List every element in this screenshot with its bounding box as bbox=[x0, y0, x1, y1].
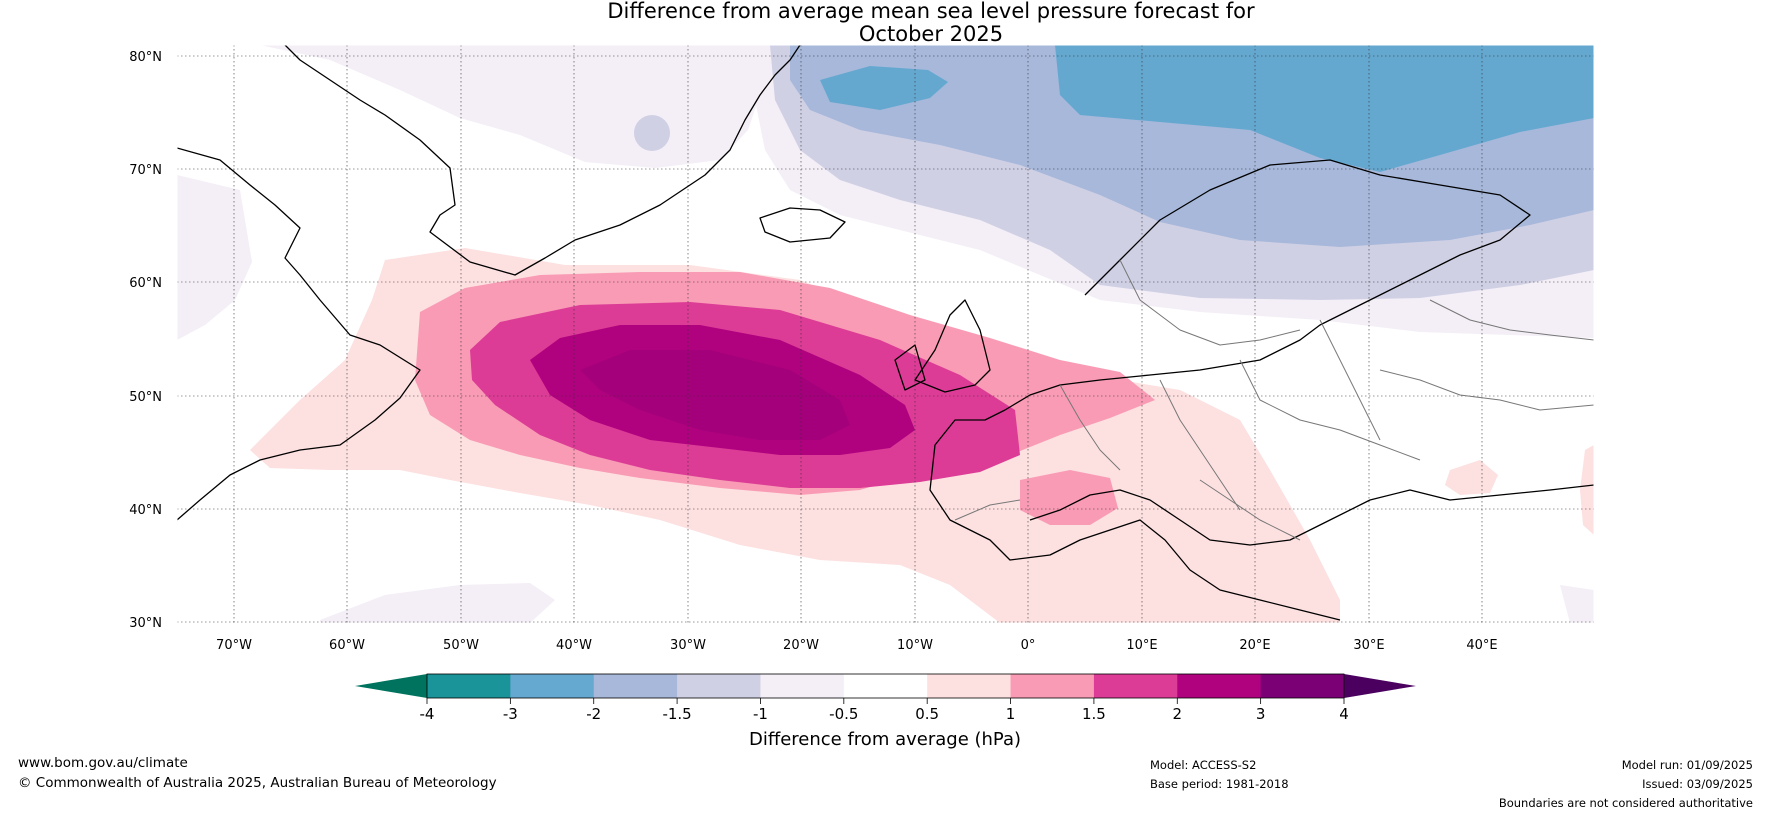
coastlines bbox=[177, 45, 1594, 621]
anomaly-region-plus-half-edge bbox=[1580, 445, 1594, 535]
latitude-labels: 30°N 40°N 50°N 60°N 70°N 80°N bbox=[129, 50, 162, 631]
model-name: Model: ACCESS-S2 bbox=[1150, 758, 1257, 772]
colorbar-tick-label: 2 bbox=[1172, 705, 1182, 723]
latitude-label: 80°N bbox=[129, 50, 162, 65]
longitude-label: 10°E bbox=[1126, 638, 1157, 653]
anomaly-region-minus-half-se bbox=[1560, 585, 1594, 623]
anomaly-region-plus-one-med bbox=[1020, 470, 1118, 525]
anomaly-region-minus-three bbox=[1055, 45, 1594, 172]
longitude-label: 40°W bbox=[556, 638, 592, 653]
british-isles-coast bbox=[894, 299, 991, 393]
colorbar-swatch bbox=[1260, 674, 1345, 698]
colorbar-tick-label: -3 bbox=[503, 705, 518, 723]
colorbar-label: Difference from average (hPa) bbox=[749, 729, 1021, 750]
colorbar-tick-label: -2 bbox=[586, 705, 601, 723]
latitude-label: 60°N bbox=[129, 276, 162, 291]
anomaly-blob-small bbox=[634, 115, 670, 151]
colorbar-max-extension bbox=[1344, 674, 1416, 698]
latitude-label: 40°N bbox=[129, 503, 162, 518]
website-link[interactable]: www.bom.gov.au/climate bbox=[18, 755, 188, 771]
colorbar-tick-label: -4 bbox=[420, 705, 435, 723]
anomaly-blob-northeast bbox=[820, 66, 948, 110]
colorbar: -4 -3 -2 -1.5 -1 -0.5 0.5 1 1.5 2 3 4 Difference fr… bbox=[355, 673, 1416, 750]
colorbar-tick-label: 1 bbox=[1006, 705, 1016, 723]
colorbar-swatch bbox=[1093, 674, 1178, 698]
issued-date: Issued: 03/09/2025 bbox=[1642, 777, 1753, 791]
anomaly-region-minus-half bbox=[177, 45, 765, 168]
longitude-label: 60°W bbox=[329, 638, 365, 653]
longitude-label: 70°W bbox=[216, 638, 252, 653]
map-title-line-2: October 2025 bbox=[858, 22, 1004, 46]
colorbar-tick-label: 0.5 bbox=[915, 705, 939, 723]
colorbar-tick-label: 4 bbox=[1339, 705, 1349, 723]
colorbar-swatch bbox=[760, 674, 845, 698]
colorbar-tick-label: -0.5 bbox=[829, 705, 858, 723]
longitude-labels: 70°W 60°W 50°W 40°W 30°W 20°W 10°W 0° 10°E 20°E 30… bbox=[216, 638, 1498, 653]
anomaly-region-plus-half-east bbox=[1445, 460, 1498, 495]
greenland-coast bbox=[284, 45, 801, 276]
longitude-label: 40°E bbox=[1466, 638, 1497, 653]
anomaly-region-minus-half-west bbox=[177, 175, 252, 340]
colorbar-swatch bbox=[510, 674, 595, 698]
longitude-label: 30°E bbox=[1353, 638, 1384, 653]
map-title-line-1: Difference from average mean sea level p… bbox=[607, 0, 1255, 23]
anomaly-region-plus-three bbox=[580, 350, 850, 440]
colorbar-swatch bbox=[843, 674, 928, 698]
colorbar-tick-label: 1.5 bbox=[1082, 705, 1106, 723]
colorbar-swatch bbox=[677, 674, 761, 698]
colorbar-swatch bbox=[1177, 674, 1262, 698]
longitude-label: 30°W bbox=[670, 638, 706, 653]
colorbar-tick-label: -1.5 bbox=[662, 705, 691, 723]
copyright-notice: © Commonwealth of Australia 2025, Austra… bbox=[18, 775, 497, 791]
europe-coast bbox=[929, 159, 1531, 621]
colorbar-swatch bbox=[593, 674, 678, 698]
map-plot-area bbox=[177, 45, 1594, 623]
longitude-label: 10°W bbox=[897, 638, 933, 653]
longitude-label: 20°W bbox=[783, 638, 819, 653]
country-borders bbox=[954, 259, 1594, 541]
colorbar-swatch bbox=[427, 674, 511, 698]
model-run-date: Model run: 01/09/2025 bbox=[1621, 758, 1753, 772]
colorbar-swatch bbox=[927, 674, 1012, 698]
longitude-label: 50°W bbox=[443, 638, 479, 653]
base-period: Base period: 1981-2018 bbox=[1150, 777, 1289, 791]
longitude-label: 20°E bbox=[1239, 638, 1270, 653]
iceland-coast bbox=[759, 207, 846, 243]
latitude-label: 50°N bbox=[129, 390, 162, 405]
colorbar-swatch bbox=[1010, 674, 1095, 698]
mediterranean-coast bbox=[1029, 484, 1594, 546]
colorbar-min-extension bbox=[355, 674, 427, 698]
colorbar-tick-label: -1 bbox=[753, 705, 768, 723]
latitude-label: 70°N bbox=[129, 163, 162, 178]
canada-coast bbox=[177, 147, 421, 521]
latitude-label: 30°N bbox=[129, 616, 162, 631]
anomaly-region-minus-half-south bbox=[320, 583, 555, 623]
colorbar-tick-label: 3 bbox=[1256, 705, 1266, 723]
longitude-label: 0° bbox=[1021, 638, 1036, 653]
boundary-disclaimer: Boundaries are not considered authoritat… bbox=[1498, 796, 1753, 810]
